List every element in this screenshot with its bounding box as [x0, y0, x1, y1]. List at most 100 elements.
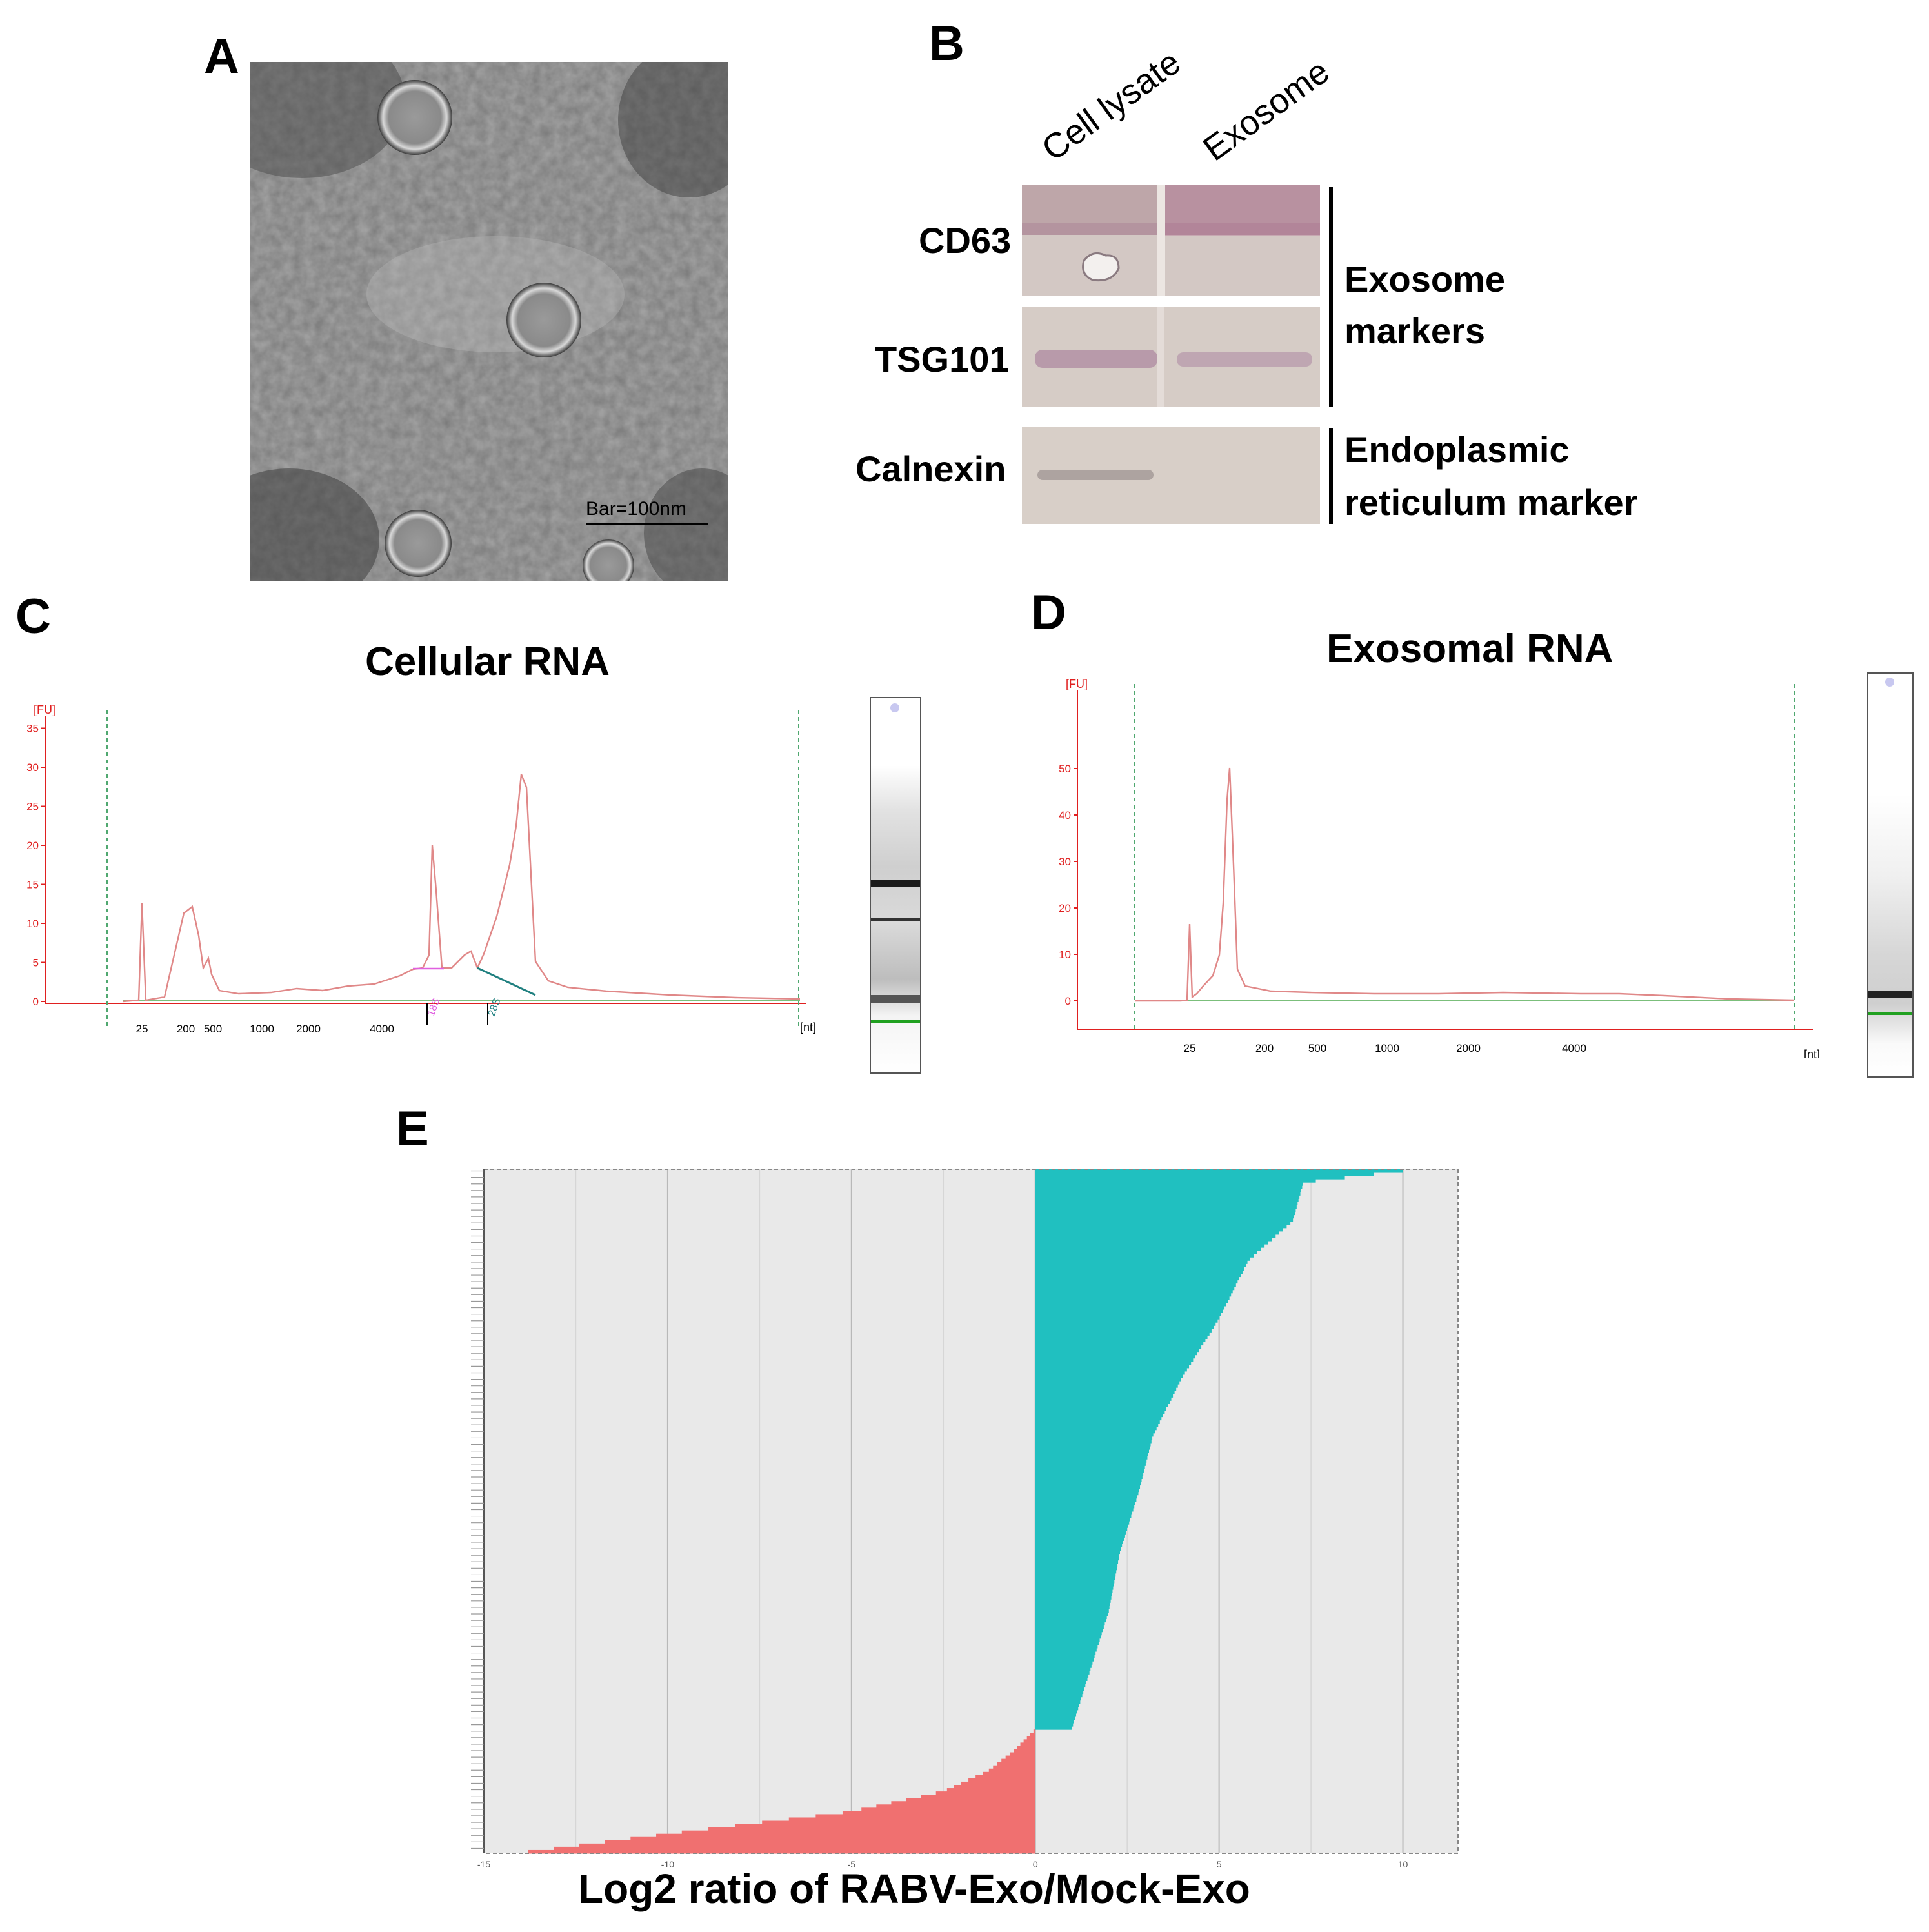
e-bar — [1035, 1488, 1139, 1493]
e-bar — [656, 1833, 1035, 1838]
e-bar — [1035, 1667, 1091, 1671]
e-bar — [1035, 1257, 1250, 1261]
e-bar — [1035, 1439, 1152, 1444]
row-label-calnexin: Calnexin — [855, 448, 1006, 489]
c-ytick-label: 35 — [26, 723, 39, 735]
e-bar — [1035, 1238, 1272, 1242]
e-bar — [1035, 1690, 1084, 1695]
e-bar — [1035, 1231, 1279, 1235]
e-bar — [1035, 1371, 1185, 1375]
e-bar — [1035, 1553, 1119, 1558]
d-ytick-label: 50 — [1059, 763, 1071, 775]
e-bar — [1035, 1524, 1128, 1528]
e-bar — [528, 1849, 1035, 1854]
c-xtick-label: 25 — [136, 1023, 148, 1035]
e-bar — [1035, 1283, 1236, 1287]
e-bar — [1035, 1410, 1165, 1414]
e-bar — [1035, 1404, 1168, 1407]
e-bar — [1023, 1739, 1035, 1743]
group-label-exosome-markers-line2: markers — [1344, 310, 1485, 351]
exosome-vesicle — [506, 283, 581, 357]
e-bar — [1035, 1605, 1110, 1609]
e-bar — [605, 1840, 1035, 1844]
column-label-cell-lysate: Cell lysate — [1035, 43, 1188, 169]
c-xtick-label: 2000 — [296, 1023, 321, 1035]
e-bar — [1035, 1299, 1228, 1303]
d-ytick-label: 10 — [1059, 949, 1071, 961]
e-bar — [1035, 1638, 1100, 1642]
e-bar — [1035, 1459, 1147, 1463]
e-bar — [1035, 1716, 1075, 1720]
e-bar — [1035, 1521, 1130, 1525]
e-bar — [1035, 1550, 1120, 1555]
e-bar — [1035, 1465, 1145, 1469]
e-bar — [1035, 1185, 1303, 1189]
e-bar — [1035, 1612, 1108, 1616]
exosome-vesicle — [385, 510, 452, 577]
e-bar — [1035, 1569, 1117, 1574]
e-bar — [1035, 1706, 1079, 1711]
e-bar — [1035, 1475, 1143, 1480]
log2-ratio-bar-chart: -15 -10 -5 0 5 10 — [471, 1169, 1459, 1869]
e-bar — [1035, 1453, 1148, 1456]
e-bar — [1035, 1313, 1221, 1316]
e-bar — [1035, 1358, 1194, 1362]
e-bar — [1035, 1270, 1243, 1274]
e-bar — [1035, 1641, 1099, 1645]
d-yaxis-label: [FU] — [1066, 678, 1088, 690]
e-bar — [1035, 1407, 1166, 1411]
c-ytick-label: 20 — [26, 840, 39, 852]
e-bar — [1035, 1335, 1208, 1339]
e-bar — [1035, 1394, 1174, 1398]
e-bar — [1035, 1202, 1298, 1206]
c-28s-baseline — [477, 967, 536, 996]
e-bar — [1035, 1218, 1294, 1222]
e-bar — [961, 1781, 1035, 1786]
e-bar — [1035, 1400, 1170, 1404]
c-xtick-label: 200 — [177, 1023, 195, 1035]
e-bar — [1035, 1469, 1144, 1473]
e-bar — [1035, 1618, 1106, 1623]
e-bar — [1035, 1316, 1220, 1320]
e-bar — [983, 1771, 1035, 1776]
e-bar — [1035, 1244, 1265, 1248]
e-bar — [1035, 1443, 1151, 1447]
group-label-exosome-markers-line1: Exosome — [1344, 259, 1505, 299]
e-bar — [1035, 1208, 1296, 1213]
e-bar — [1035, 1263, 1246, 1267]
e-bar — [1035, 1563, 1118, 1567]
e-bar — [975, 1775, 1035, 1779]
e-bar — [1035, 1234, 1276, 1238]
e-bar — [1035, 1319, 1218, 1323]
e-bar — [1035, 1416, 1162, 1421]
e-bar — [954, 1785, 1035, 1789]
row-label-cd63: CD63 — [919, 220, 1012, 261]
e-bar — [1035, 1413, 1163, 1418]
e-bar — [1035, 1655, 1095, 1658]
e-bar — [1035, 1329, 1212, 1333]
e-bar — [1035, 1658, 1094, 1662]
e-xtick-label: 10 — [1398, 1859, 1408, 1869]
e-bar — [681, 1830, 1035, 1835]
e-xtick-label: -15 — [477, 1859, 490, 1869]
e-bar — [1035, 1644, 1098, 1649]
e-bar — [815, 1814, 1035, 1818]
panel-c-letter: C — [15, 589, 51, 644]
c-ytick-label: 30 — [26, 761, 39, 774]
e-bar — [1035, 1713, 1077, 1717]
e-bar — [993, 1765, 1035, 1769]
e-bar — [1030, 1733, 1035, 1736]
e-bar — [1035, 1429, 1155, 1434]
e-bar — [1035, 1622, 1105, 1626]
e-bar — [1035, 1198, 1299, 1202]
e-bar — [921, 1795, 1035, 1798]
e-bar — [1035, 1602, 1110, 1606]
e-bar — [1035, 1589, 1113, 1593]
e-bar — [1035, 1501, 1135, 1505]
e-bar — [1035, 1364, 1190, 1369]
e-bar — [1035, 1531, 1126, 1535]
e-bar — [1035, 1615, 1107, 1620]
plot-background — [484, 1169, 1458, 1853]
e-bar — [1035, 1462, 1146, 1466]
c-ytick-label: 0 — [33, 996, 39, 1008]
